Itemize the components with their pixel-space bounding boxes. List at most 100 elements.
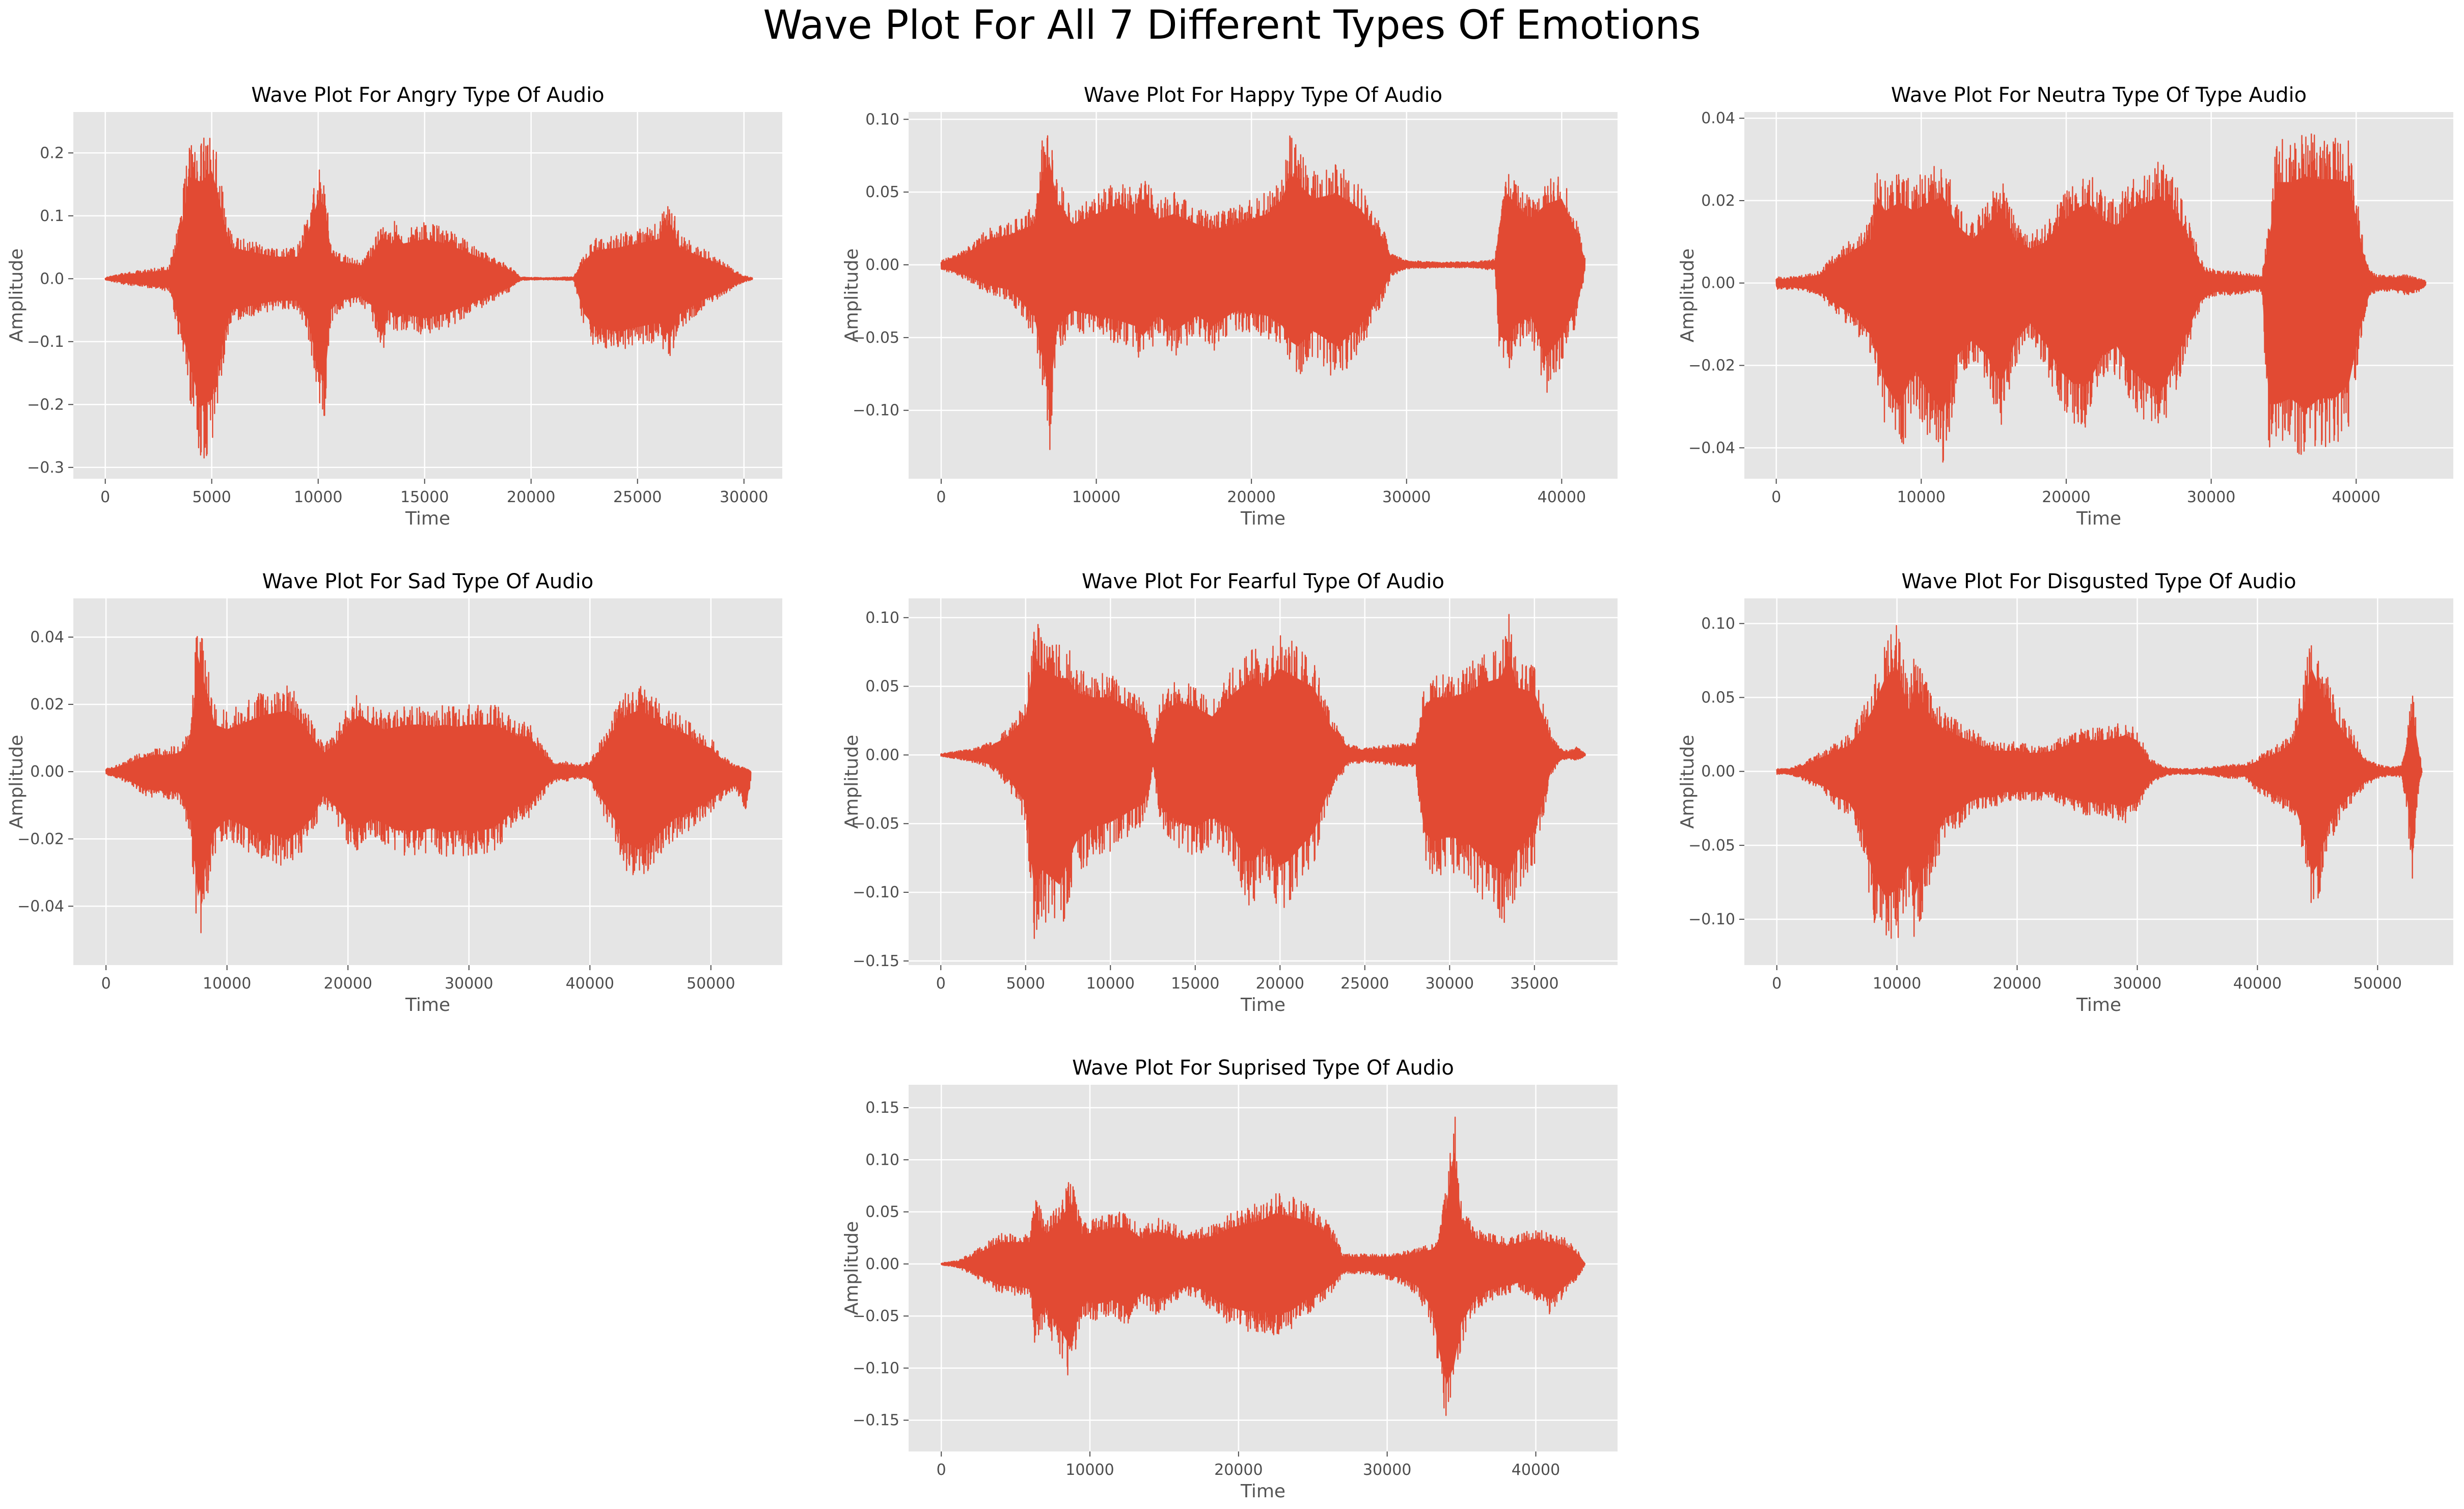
x-tick-label: 50000 — [2353, 975, 2402, 993]
x-tick-label: 10000 — [294, 488, 342, 506]
x-tick-label: 20000 — [1256, 975, 1304, 993]
x-axis-label: Time — [1240, 995, 1285, 1016]
y-tick-label: −0.05 — [853, 1307, 899, 1325]
y-tick-label: −0.15 — [853, 1412, 899, 1430]
x-tick-label: 20000 — [1227, 488, 1275, 506]
x-tick-label: 30000 — [2187, 488, 2235, 506]
y-tick-label: 0.10 — [865, 111, 899, 128]
y-tick-label: 0.05 — [865, 1203, 899, 1221]
y-tick-label: 0.0 — [40, 270, 64, 288]
x-tick-label: 10000 — [1072, 488, 1120, 506]
waveform-envelope — [105, 171, 753, 406]
x-tick-label: 20000 — [324, 975, 372, 993]
figure-suptitle: Wave Plot For All 7 Different Types Of E… — [763, 3, 1701, 48]
waveform-envelope — [1776, 668, 2422, 896]
y-tick-label: 0.00 — [865, 256, 899, 274]
x-tick-label: 20000 — [1214, 1461, 1263, 1479]
x-tick-label: 0 — [937, 1461, 946, 1479]
x-tick-label: 30000 — [2113, 975, 2161, 993]
x-axis-label: Time — [405, 508, 450, 529]
subplot-title: Wave Plot For Angry Type Of Audio — [251, 84, 604, 107]
y-tick-label: 0.05 — [1701, 689, 1735, 707]
y-tick-label: 0.10 — [865, 609, 899, 627]
y-tick-label: 0.00 — [865, 746, 899, 764]
x-axis-label: Time — [1240, 508, 1285, 529]
waveform-envelope — [941, 163, 1585, 397]
x-tick-label: 25000 — [613, 488, 662, 506]
subplot-title: Wave Plot For Disgusted Type Of Audio — [1901, 570, 2296, 593]
waveform-envelope — [106, 656, 751, 897]
subplot-title: Wave Plot For Sad Type Of Audio — [262, 570, 593, 593]
y-tick-label: −0.02 — [1688, 357, 1735, 375]
x-axis-label: Time — [2076, 508, 2121, 529]
y-tick-label: 0.02 — [30, 696, 64, 714]
x-tick-label: 0 — [101, 975, 111, 993]
y-axis-label: Amplitude — [841, 1221, 862, 1315]
y-tick-label: −0.10 — [853, 884, 899, 901]
x-tick-label: 40000 — [1538, 488, 1586, 506]
subplot-3: 0 10000 20000 30000 40000 −0.04 −0.02 0.00 0.02 0… — [1677, 84, 2453, 529]
y-tick-label: −0.02 — [17, 830, 64, 848]
x-tick-label: 0 — [1771, 488, 1781, 506]
y-tick-label: 0.05 — [865, 183, 899, 201]
y-tick-label: −0.1 — [27, 333, 64, 351]
y-tick-label: 0.10 — [865, 1151, 899, 1169]
y-tick-label: −0.04 — [17, 897, 64, 915]
waveform-envelope — [941, 654, 1585, 890]
y-tick-label: 0.00 — [865, 1255, 899, 1273]
x-tick-label: 15000 — [1171, 975, 1219, 993]
y-tick-label: 0.00 — [30, 763, 64, 781]
y-axis-label: Amplitude — [1677, 735, 1698, 829]
subplot-6: 0 10000 20000 30000 40000 50000 −0.10 −0.05 0.00… — [1677, 570, 2453, 1016]
subplot-7: 0 10000 20000 30000 40000 −0.15 −0.10 −0.05 0.00… — [841, 1056, 1618, 1502]
y-tick-label: 0.1 — [40, 207, 64, 225]
y-axis-label: Amplitude — [1677, 249, 1698, 342]
y-tick-label: −0.04 — [1688, 439, 1735, 457]
y-tick-label: −0.05 — [1688, 837, 1735, 855]
x-tick-label: 0 — [1772, 975, 1782, 993]
x-tick-label: 5000 — [1006, 975, 1045, 993]
y-tick-label: 0.04 — [1701, 109, 1735, 127]
y-tick-label: 0.10 — [1701, 615, 1735, 633]
y-tick-label: 0.15 — [865, 1099, 899, 1117]
y-tick-label: −0.15 — [853, 952, 899, 970]
waveform-envelope — [1776, 176, 2426, 413]
y-tick-label: 0.00 — [1701, 763, 1735, 781]
subplot-2: 0 10000 20000 30000 40000 −0.10 −0.05 0.00 0.05 0… — [841, 84, 1618, 529]
x-tick-label: 40000 — [1512, 1461, 1560, 1479]
x-tick-label: 40000 — [566, 975, 614, 993]
subplot-4: 0 10000 20000 30000 40000 50000 −0.04 −0.02 0.00… — [6, 570, 782, 1016]
waveform-envelope — [941, 1150, 1585, 1385]
subplot-title: Wave Plot For Suprised Type Of Audio — [1072, 1056, 1454, 1080]
x-tick-label: 30000 — [445, 975, 493, 993]
x-tick-label: 10000 — [1065, 1461, 1114, 1479]
x-tick-label: 30000 — [720, 488, 768, 506]
x-axis-label: Time — [405, 995, 450, 1016]
y-tick-label: 0.04 — [30, 628, 64, 646]
y-tick-label: 0.05 — [865, 678, 899, 696]
y-tick-label: −0.3 — [27, 459, 64, 477]
y-axis-label: Amplitude — [841, 249, 862, 342]
y-axis-label: Amplitude — [6, 735, 27, 829]
x-tick-label: 30000 — [1382, 488, 1431, 506]
x-tick-label: 0 — [936, 488, 946, 506]
x-tick-label: 5000 — [193, 488, 231, 506]
y-axis-label: Amplitude — [841, 735, 862, 829]
x-tick-label: 35000 — [1510, 975, 1558, 993]
y-tick-label: −0.10 — [853, 1359, 899, 1377]
y-tick-label: 0.00 — [1701, 275, 1735, 292]
x-tick-label: 25000 — [1340, 975, 1389, 993]
x-tick-label: 30000 — [1363, 1461, 1411, 1479]
x-tick-label: 0 — [100, 488, 110, 506]
subplot-title: Wave Plot For Neutra Type Of Type Audio — [1891, 84, 2307, 107]
x-tick-label: 10000 — [203, 975, 251, 993]
x-axis-label: Time — [1240, 1481, 1285, 1502]
subplot-1: 0 5000 10000 15000 20000 25000 30000 −0.3 −0.2 −0… — [6, 84, 782, 529]
x-axis-label: Time — [2076, 995, 2121, 1016]
x-tick-label: 20000 — [1993, 975, 2041, 993]
x-tick-label: 15000 — [400, 488, 449, 506]
x-tick-label: 20000 — [2042, 488, 2090, 506]
y-tick-label: −0.05 — [853, 815, 899, 833]
y-axis-label: Amplitude — [6, 249, 27, 342]
